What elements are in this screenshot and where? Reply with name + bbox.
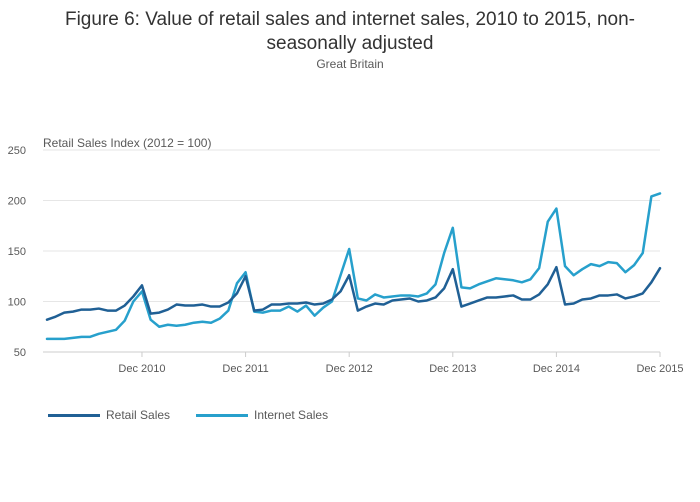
y-tick-label-100: 100 <box>8 297 26 309</box>
chart-subtitle: Great Britain <box>316 57 384 71</box>
legend-swatch-internet-sales <box>196 413 249 417</box>
legend-swatch-retail-sales <box>48 413 100 417</box>
y-tick-label-200: 200 <box>8 196 26 208</box>
x-tick-label: Dec 2012 <box>326 363 373 375</box>
series-lines <box>45 192 662 341</box>
x-tick-label: Dec 2013 <box>429 363 476 375</box>
gridlines <box>43 149 660 302</box>
x-tick-label: Dec 2015 <box>636 363 683 375</box>
series-line-internet-sales[interactable] <box>45 192 662 341</box>
chart-title: Figure 6: Value of retail sales and inte… <box>0 8 700 56</box>
legend-item-retail-sales[interactable]: Retail Sales <box>48 408 170 422</box>
x-tick-label: Dec 2014 <box>533 363 580 375</box>
chart-title-line-2: seasonally adjusted <box>266 33 434 54</box>
x-tick-label: Dec 2010 <box>118 363 165 375</box>
legend: Retail Sales Internet Sales <box>48 408 354 422</box>
chart-title-line-1: Figure 6: Value of retail sales and inte… <box>64 9 635 30</box>
legend-item-internet-sales[interactable]: Internet Sales <box>196 408 328 422</box>
y-axis-ticks: 50 100 150 200 250 <box>8 145 26 359</box>
y-axis-title: Retail Sales Index (2012 = 100) <box>43 136 212 150</box>
x-axis-ticks: Dec 2010 Dec 2011 Dec 2012 Dec 2013 Dec 2014… <box>118 352 684 375</box>
x-tick-label: Dec 2011 <box>222 363 268 375</box>
y-tick-label-50: 50 <box>14 347 26 359</box>
legend-label-internet-sales: Internet Sales <box>254 408 329 422</box>
y-tick-label-250: 250 <box>8 145 26 157</box>
series-line-retail-sales[interactable] <box>45 265 662 321</box>
legend-label-retail-sales: Retail Sales <box>106 408 171 422</box>
y-tick-label-150: 150 <box>8 246 26 258</box>
